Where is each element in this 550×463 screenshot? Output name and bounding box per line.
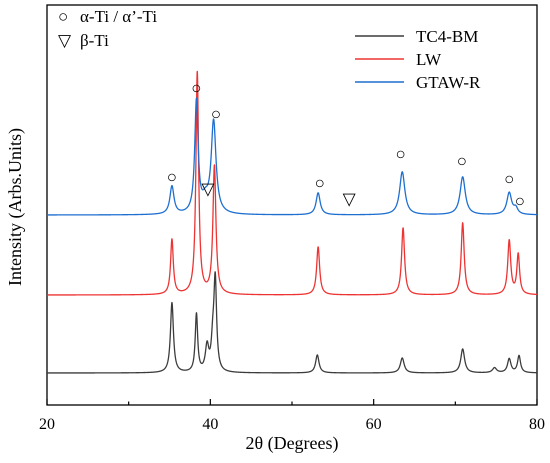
alpha-ti-marker: ○ — [167, 168, 177, 187]
y-axis-title: Intensity (Arbs.Units) — [5, 128, 26, 286]
beta-ti-marker: ▽ — [343, 190, 357, 209]
x-tick-label: 60 — [366, 416, 382, 433]
x-tick-label: 80 — [529, 416, 545, 433]
phase-legend: ○ α-Ti / α’-Ti ▽ β-Ti — [58, 7, 157, 50]
legend-label-gtaw-r: GTAW-R — [416, 73, 481, 92]
alpha-ti-marker: ○ — [211, 105, 221, 124]
alpha-ti-marker: ○ — [315, 174, 325, 193]
legend-label-tc4-bm: TC4-BM — [416, 27, 478, 46]
alpha-ti-marker: ○ — [395, 145, 405, 164]
phase-legend-symbol: ▽ — [58, 31, 72, 50]
phase-legend-symbol: ○ — [58, 7, 68, 26]
series-line-lw — [46, 70, 538, 296]
alpha-ti-marker: ○ — [504, 170, 514, 189]
series-line-tc4-bm — [46, 271, 538, 374]
x-tick-label: 40 — [202, 416, 218, 433]
series-line-gtaw-r — [46, 97, 538, 216]
x-tick-label: 20 — [39, 416, 55, 433]
alpha-ti-marker: ○ — [191, 79, 201, 98]
peak-annotations: ○○○▽ ○▽○ ○○○ — [167, 79, 525, 211]
beta-ti-marker: ▽ — [201, 180, 215, 199]
phase-legend-label: α-Ti / α’-Ti — [80, 7, 157, 26]
x-axis-title: 2θ (Degrees) — [245, 433, 338, 454]
series-legend: TC4-BM LW GTAW-R — [355, 27, 481, 92]
plot-border — [46, 4, 538, 406]
series-layer — [46, 70, 538, 374]
alpha-ti-marker: ○ — [515, 192, 525, 211]
alpha-ti-marker: ○ — [457, 152, 467, 171]
legend-label-lw: LW — [416, 50, 442, 69]
phase-legend-label: β-Ti — [80, 31, 109, 50]
plot-frame — [46, 4, 538, 406]
x-axis-ticks: 20 40 60 80 — [39, 399, 545, 433]
